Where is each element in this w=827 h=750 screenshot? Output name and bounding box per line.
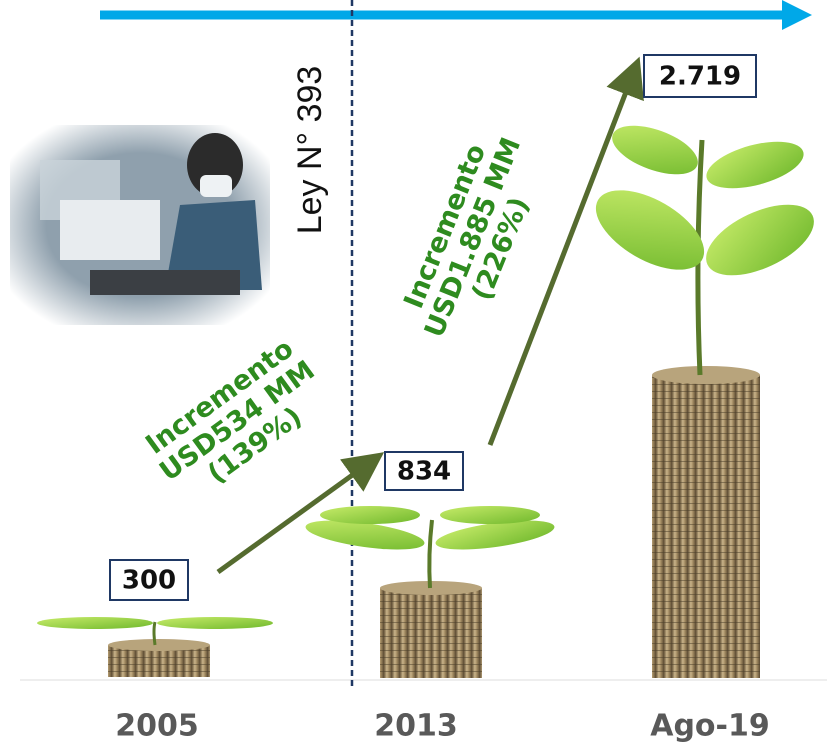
plant-2019 — [583, 116, 824, 678]
infographic: Ley N° 393 300 834 2.719 Incremento — [0, 0, 827, 750]
timeline-head — [782, 0, 812, 30]
law-label: Ley N° 393 — [291, 66, 329, 235]
photo — [10, 125, 270, 325]
value-label: 300 — [122, 566, 176, 596]
period-label: 2005 — [115, 709, 199, 744]
value-label: 834 — [397, 457, 451, 487]
plant-2005 — [37, 617, 273, 677]
plant-2013 — [304, 506, 556, 678]
increment-note: Incremento USD534 MM (139%) — [137, 331, 339, 512]
period-label: Ago-19 — [650, 709, 770, 744]
period-label: 2013 — [374, 709, 458, 744]
increment-note: Incremento USD1.885 MM (226%) — [391, 122, 555, 353]
value-label: 2.719 — [659, 62, 741, 92]
